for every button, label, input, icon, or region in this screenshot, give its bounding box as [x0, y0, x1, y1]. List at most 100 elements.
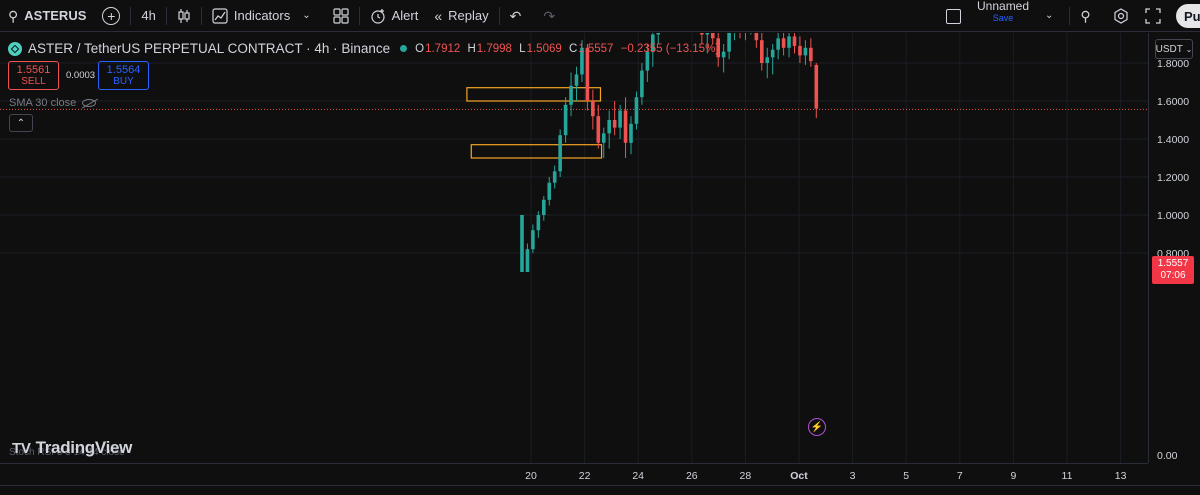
toolbar-divider: [130, 6, 132, 25]
current-price-value: 1.5557: [1157, 258, 1189, 269]
candlestick-chart[interactable]: [0, 0, 1148, 463]
redo-button[interactable]: ↷: [535, 0, 569, 32]
low-key: L: [519, 42, 526, 55]
indicators-icon: [212, 7, 228, 24]
collapse-legend-button[interactable]: ⌃: [9, 114, 33, 132]
candle-body: [596, 116, 601, 143]
candle-body: [542, 199, 546, 215]
time-axis-labels: 20 22 24 26 28 Oct 3 5 7 9 11 13: [525, 470, 1126, 482]
chevron-down-icon[interactable]: ⌄: [302, 9, 311, 21]
candle: [525, 243, 530, 272]
chart-pane[interactable]: [0, 0, 1148, 463]
candle-body: [585, 47, 590, 101]
time-tick-label: 3: [850, 470, 856, 482]
candle-body: [770, 49, 775, 58]
candle-body: [651, 34, 655, 52]
layout-checkbox[interactable]: [938, 0, 969, 32]
time-axis[interactable]: 20 22 24 26 28 Oct 3 5 7 9 11 13: [0, 463, 1148, 485]
candle-body: [776, 38, 780, 50]
chart-legend: ASTER / TetherUS PERPETUAL CONTRACT · 4h…: [8, 41, 723, 56]
currency-button[interactable]: USDT ⌄: [1155, 39, 1193, 59]
replay-button[interactable]: « Replay: [426, 0, 496, 32]
undo-button[interactable]: ↶: [502, 0, 536, 32]
candle: [732, 6, 737, 41]
buy-button[interactable]: 1.5564 BUY: [98, 61, 149, 90]
chart-type-button[interactable]: [169, 0, 199, 32]
candle-body: [569, 85, 573, 105]
candle-body: [710, 26, 715, 39]
price-axis[interactable]: 2.60002.40002.20002.00001.80001.60001.40…: [1148, 20, 1200, 463]
compare-button[interactable]: +: [94, 0, 128, 32]
change-value: −0.2355 (−13.15%): [620, 42, 720, 55]
layout-name-button[interactable]: Unnamed Save: [969, 0, 1037, 32]
save-link[interactable]: Save: [992, 13, 1014, 23]
candle: [580, 40, 584, 82]
candle-body: [781, 38, 786, 48]
time-tick-label: 7: [957, 470, 963, 482]
time-tick-label: 24: [632, 470, 644, 482]
candle-body: [700, 17, 704, 35]
symbol-title[interactable]: ASTER / TetherUS PERPETUAL CONTRACT · 4h…: [28, 41, 391, 56]
current-price-tag: 1.5557 07:06: [1152, 256, 1194, 284]
candle-body: [623, 110, 628, 143]
rewind-icon: «: [434, 7, 443, 24]
candle-body: [536, 215, 541, 231]
candle: [765, 47, 770, 79]
candle: [721, 44, 726, 73]
candle: [760, 32, 764, 71]
candle: [645, 44, 650, 82]
quick-search-button[interactable]: ⚲: [1072, 0, 1104, 32]
settings-button[interactable]: [1105, 0, 1137, 32]
lightning-event-icon[interactable]: ⚡: [808, 418, 826, 436]
candle: [591, 89, 595, 130]
candle-body: [520, 215, 524, 272]
tradingview-watermark: TV TradingView: [12, 438, 132, 458]
layout-square-icon: [946, 8, 961, 24]
time-tick-label: 5: [903, 470, 909, 482]
candle: [749, 2, 753, 35]
candle: [770, 44, 775, 75]
high-key: H: [467, 42, 476, 55]
candle-body: [547, 182, 552, 200]
price-tick-label: 0.00: [1157, 450, 1178, 462]
candle-body: [721, 51, 726, 58]
toolbar-divider: [1069, 7, 1071, 25]
candle-body: [787, 36, 791, 48]
candle-body: [814, 64, 819, 109]
layouts-button[interactable]: [325, 0, 357, 32]
candle: [781, 28, 786, 56]
chevron-up-icon: ⌃: [16, 117, 26, 129]
toolbar-divider: [498, 6, 500, 25]
symbol-search[interactable]: ⚲ ASTERUS: [0, 0, 94, 32]
candle-body: [798, 45, 802, 56]
fullscreen-button[interactable]: [1137, 0, 1169, 32]
time-tick-label: 20: [525, 470, 537, 482]
hidden-eye-icon[interactable]: [82, 99, 97, 107]
candle: [607, 110, 611, 149]
layout-menu-button[interactable]: ⌄: [1037, 0, 1067, 32]
undo-icon: ↶: [509, 7, 522, 24]
fullscreen-icon: [1145, 8, 1161, 24]
candle-body: [656, 17, 661, 35]
publish-button[interactable]: Pu: [1176, 4, 1200, 28]
candle: [542, 196, 546, 221]
high-value: 1.7998: [476, 42, 512, 55]
candle-body: [612, 120, 617, 128]
candle-body: [705, 26, 710, 35]
interval-button[interactable]: 4h: [133, 0, 163, 32]
alert-button[interactable]: Alert: [362, 0, 427, 32]
price-tick-label: 1.4000: [1157, 134, 1189, 146]
alert-label: Alert: [391, 8, 419, 23]
sma-indicator-legend[interactable]: SMA 30 close: [9, 97, 97, 109]
candle: [640, 63, 644, 105]
indicators-button[interactable]: Indicators ⌄: [204, 0, 325, 32]
candle-body: [809, 47, 813, 62]
candle: [618, 104, 622, 139]
candle-body: [760, 40, 764, 63]
candle: [776, 32, 780, 60]
magnifier-icon: ⚲: [1080, 8, 1091, 24]
candle: [629, 116, 633, 155]
candle: [552, 165, 557, 189]
candle: [798, 36, 802, 63]
sell-button[interactable]: 1.5561 SELL: [8, 61, 59, 90]
